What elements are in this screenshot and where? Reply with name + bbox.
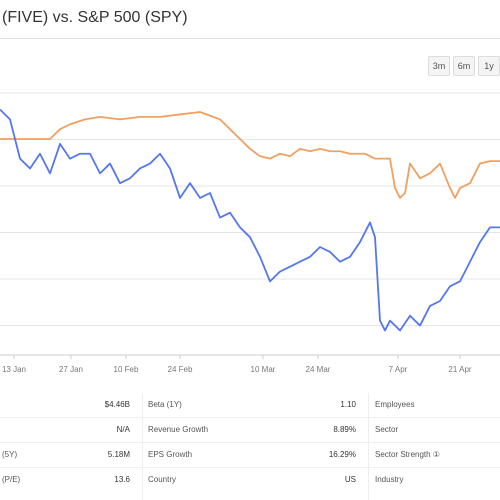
stat-label: EPS Growth [148,450,193,459]
stats-panel: $4.46B Beta (1Y) 1.10 Employees N/A Revenue G… [0,393,500,500]
stat-label: Industry [375,475,404,484]
x-tick-label: 10 Feb [114,365,139,374]
column-divider [368,393,369,500]
series-lines [0,108,500,332]
x-tick-label: 24 Mar [306,365,331,374]
x-tick-label: 13 Jan [2,365,26,374]
stat-value: 8.89% [333,425,356,434]
x-tick-label: 27 Jan [59,365,83,374]
stat-value: US [344,475,356,484]
x-axis: 13 Jan 27 Jan 10 Feb 24 Feb 10 Mar 24 Mar 7 Ap… [0,354,500,374]
benchmark-series-line [0,111,500,199]
x-tick-label: 7 Apr [389,365,408,374]
x-tick-label: 24 Feb [168,365,193,374]
x-tick-label: 21 Apr [448,365,471,374]
stat-label: Employees [375,400,415,409]
range-button-3m[interactable]: 3m [428,56,450,76]
stat-label: Country [148,475,177,484]
chart-header: (FIVE) vs. S&P 500 (SPY) [0,0,500,39]
stat-value: 16.29% [328,450,356,459]
stat-value: 13.6 [114,475,130,484]
stat-value: N/A [116,425,130,434]
stat-label: (5Y) [2,450,18,459]
row-divider [0,467,500,468]
stat-label: Beta (1Y) [148,400,182,409]
stat-label: Sector Strength ① [375,450,440,459]
stat-value: 5.18M [107,450,130,459]
stat-label: Revenue Growth [148,425,209,434]
stock-series-line [0,108,500,332]
stat-label: Sector [375,425,399,434]
stat-value: $4.46B [104,400,130,409]
grid-lines [0,92,500,326]
stat-label: (P/E) [2,475,21,484]
range-button-1y[interactable]: 1y [478,56,500,76]
chart-title: (FIVE) vs. S&P 500 (SPY) [2,9,188,26]
range-selector: 3m 6m 1y [428,56,500,76]
column-divider [142,393,143,500]
row-divider [0,442,500,443]
line-chart: 13 Jan 27 Jan 10 Feb 24 Feb 10 Mar 24 Mar 7 Ap… [0,92,500,374]
range-button-6m[interactable]: 6m [453,56,475,76]
stat-value: 1.10 [340,400,356,409]
row-divider [0,417,500,418]
x-tick-label: 10 Mar [251,365,276,374]
